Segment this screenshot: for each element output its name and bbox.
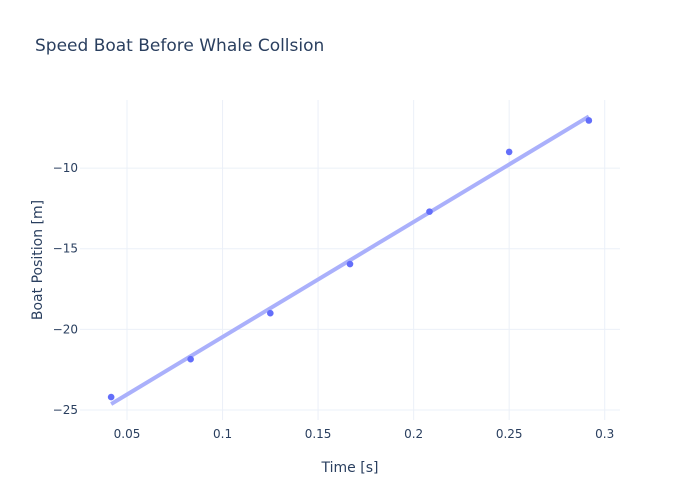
data-point[interactable]	[107, 393, 115, 401]
x-tick-label: 0.1	[213, 427, 232, 441]
data-point[interactable]	[585, 117, 593, 124]
chart-title: Speed Boat Before Whale Collsion	[35, 36, 324, 56]
x-tick-label: 0.15	[305, 427, 332, 441]
x-tick-label: 0.25	[496, 427, 523, 441]
y-tick-label: −20	[53, 322, 78, 336]
x-tick-label: 0.05	[114, 427, 141, 441]
y-axis-label: Boat Position [m]	[30, 200, 46, 320]
x-tick-label: 0.3	[595, 427, 614, 441]
y-tick-label: −15	[53, 242, 78, 256]
y-tick-label: −10	[53, 161, 78, 175]
data-point[interactable]	[505, 148, 513, 156]
trendline	[110, 114, 590, 406]
data-point[interactable]	[346, 260, 354, 268]
data-point[interactable]	[426, 208, 433, 215]
data-point[interactable]	[267, 309, 274, 317]
data-point[interactable]	[187, 355, 194, 363]
y-tick-label: −25	[53, 403, 78, 417]
tick-labels: 0.05 0.1 0.15 0.2 0.25 0.3 −10 −15 −20 −25	[53, 161, 615, 441]
plot-marks	[107, 114, 593, 406]
x-tick-label: 0.2	[404, 427, 423, 441]
x-axis-label: Time [s]	[321, 460, 379, 476]
grid	[80, 100, 620, 420]
